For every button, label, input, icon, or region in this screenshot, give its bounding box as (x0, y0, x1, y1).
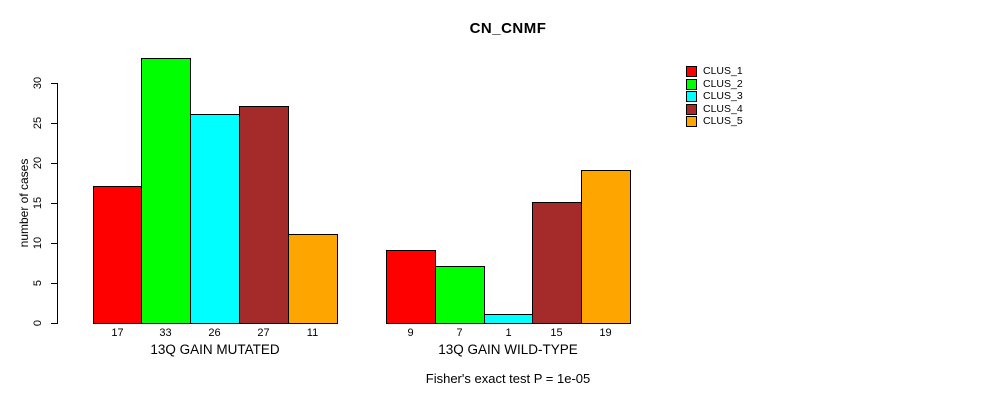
legend-label: CLUS_2 (703, 77, 743, 90)
bar-clus_2-group2 (435, 266, 485, 324)
legend-item-clus_2: CLUS_2 (686, 77, 743, 90)
bar-value-label: 19 (599, 327, 612, 339)
bar-clus_5-group1 (288, 234, 338, 324)
bar-value-label: 9 (407, 327, 414, 339)
y-tick-mark (51, 203, 58, 204)
y-tick-mark (51, 323, 58, 324)
fisher-test-note: Fisher's exact test P = 1e-05 (425, 371, 591, 386)
y-tick-mark (51, 283, 58, 284)
bar-clus_5-group2 (581, 170, 631, 324)
legend-item-clus_1: CLUS_1 (686, 66, 743, 77)
bar-value-label: 7 (456, 327, 463, 339)
legend-swatch-icon (686, 116, 697, 127)
legend-label: CLUS_5 (703, 115, 743, 127)
legend-swatch-icon (686, 91, 697, 102)
bar-clus_1-group1 (93, 186, 143, 324)
legend-swatch-icon (686, 78, 697, 90)
legend-swatch-icon (686, 103, 697, 115)
bar-clus_4-group1 (239, 106, 289, 324)
bar-value-label: 27 (257, 327, 270, 339)
y-tick-label: 0 (32, 319, 44, 327)
y-tick-label: 30 (32, 76, 44, 90)
bar-value-label: 11 (306, 327, 319, 339)
bar-value-label: 33 (159, 327, 172, 339)
y-tick-mark (51, 243, 58, 244)
legend-label: CLUS_3 (703, 90, 743, 102)
bar-clus_2-group1 (141, 58, 191, 324)
y-tick-label: 10 (32, 236, 44, 250)
y-tick-mark (51, 163, 58, 164)
group-label-2: 13Q GAIN WILD-TYPE (438, 342, 578, 357)
legend-item-clus_3: CLUS_3 (686, 91, 743, 102)
y-tick-mark (51, 123, 58, 124)
y-tick-label: 25 (32, 116, 44, 130)
bar-value-label: 15 (550, 327, 563, 339)
bar-clus_3-group2 (484, 314, 534, 324)
y-tick-label: 5 (32, 279, 44, 287)
legend-item-clus_4: CLUS_4 (686, 102, 743, 115)
y-tick-label: 20 (32, 156, 44, 170)
bar-clus_1-group2 (386, 250, 436, 324)
y-tick-label: 15 (32, 196, 44, 210)
legend-item-clus_5: CLUS_5 (686, 116, 743, 127)
group-label-1: 13Q GAIN MUTATED (150, 342, 280, 357)
legend-label: CLUS_4 (703, 102, 743, 115)
bar-clus_4-group2 (532, 202, 582, 324)
bar-value-label: 1 (505, 327, 512, 339)
bar-value-label: 17 (111, 327, 124, 339)
bar-value-label: 26 (208, 327, 221, 339)
legend-swatch-icon (686, 66, 697, 77)
chart-title: CN_CNMF (469, 20, 547, 37)
bar-clus_3-group1 (190, 114, 240, 324)
y-axis-label: number of cases (17, 158, 31, 248)
legend-label: CLUS_1 (703, 65, 743, 77)
y-tick-mark (51, 83, 58, 84)
